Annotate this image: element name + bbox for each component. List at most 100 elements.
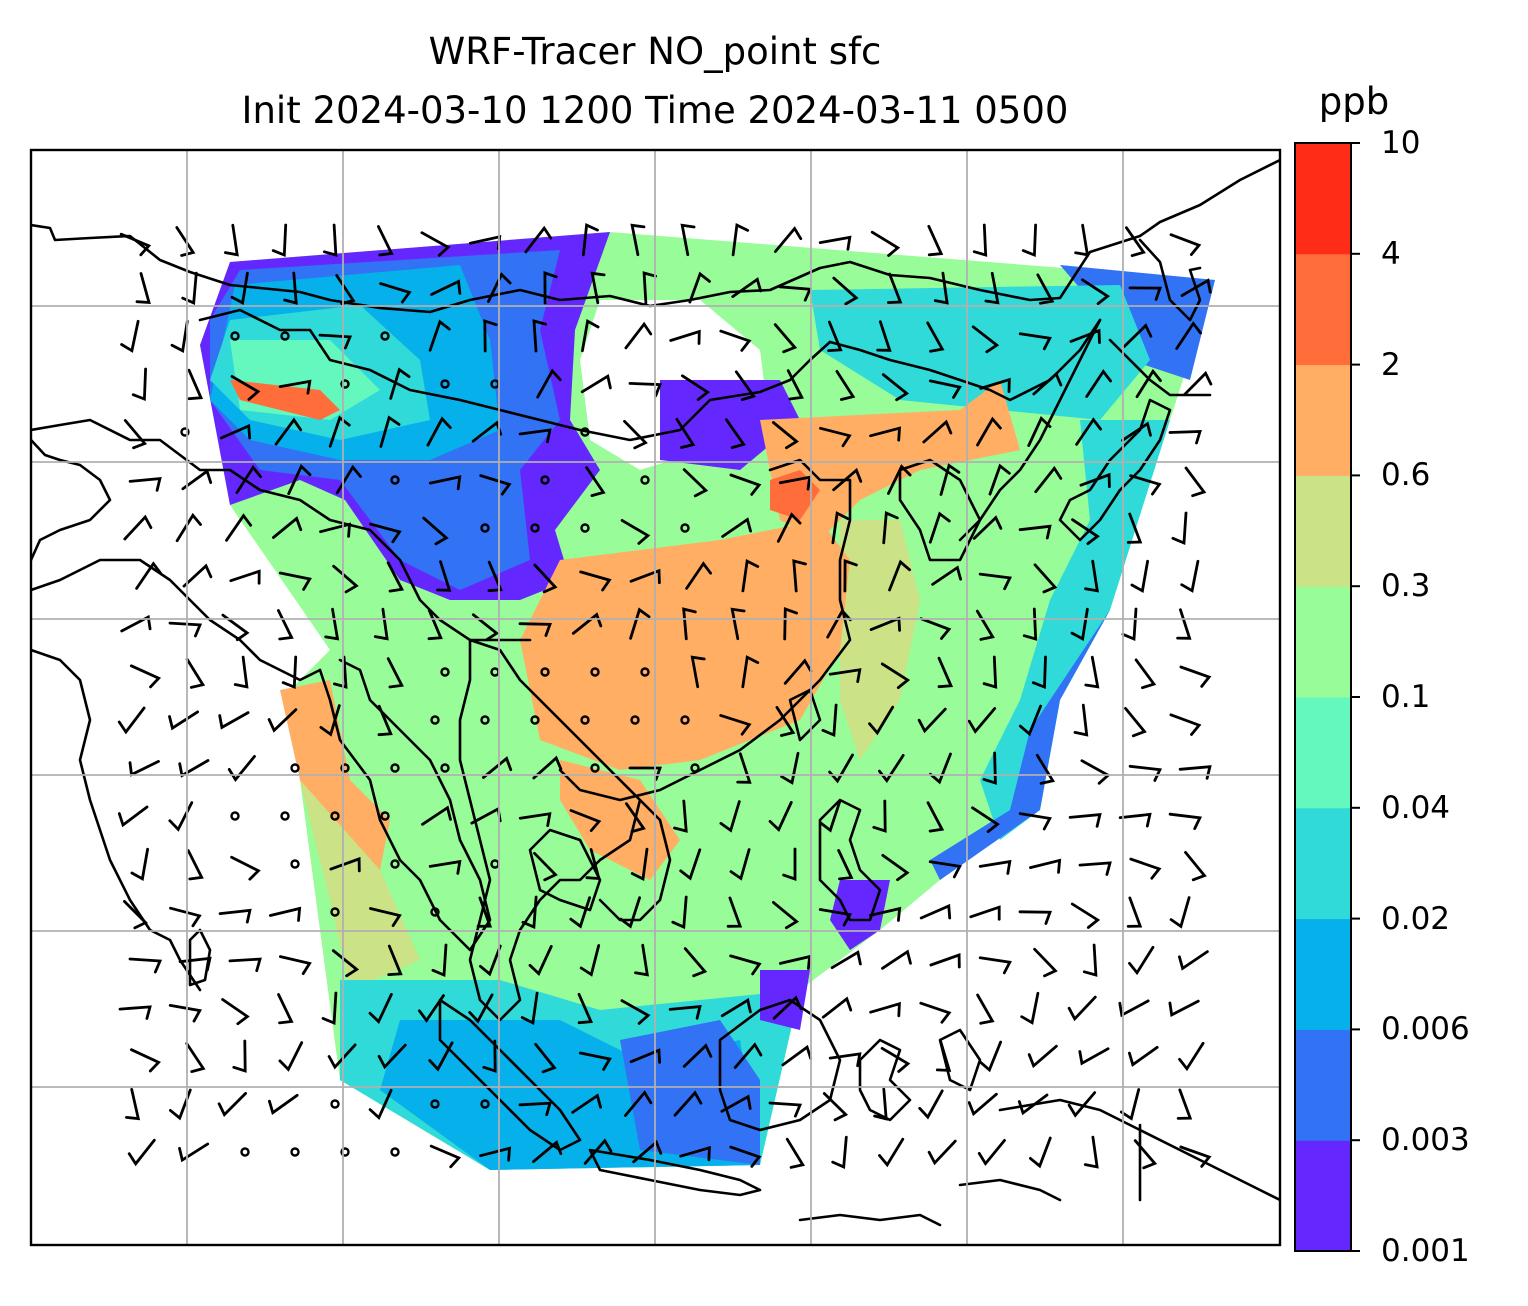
coast-molucca [938, 1028, 982, 1092]
calm-wind-marker [640, 475, 650, 485]
wind-barb [729, 848, 751, 881]
wind-barb [669, 329, 701, 345]
calm-wind-marker [280, 811, 290, 821]
wind-barb [741, 655, 760, 689]
coast-india-south [31, 648, 202, 992]
wind-barb [532, 319, 547, 353]
wind-barb [978, 956, 1012, 975]
coast-taiwan [788, 688, 822, 742]
coast-sulawesi [858, 1038, 912, 1122]
wind-barb [580, 373, 612, 394]
colorbar-segment-8 [1295, 364, 1351, 476]
wind-barb [1033, 563, 1058, 594]
wind-barb [887, 464, 912, 495]
border-central-asia [31, 418, 532, 642]
wind-barb [683, 947, 708, 978]
wind-barb [1081, 278, 1111, 305]
wind-barb [1135, 368, 1162, 399]
wind-barb [969, 905, 1001, 921]
wind-barb [1168, 999, 1200, 1018]
wind-barb [774, 226, 803, 253]
calm-wind-marker [340, 379, 350, 389]
coast-china-east [558, 458, 852, 802]
calm-wind-marker [230, 331, 240, 341]
wind-barb [729, 1145, 762, 1168]
wind-barb [1036, 273, 1055, 305]
wind-barb [125, 1088, 141, 1121]
wind-barb [119, 232, 152, 257]
coast-new-guinea [998, 1098, 1280, 1202]
wind-barb [1029, 1136, 1052, 1169]
wind-barb [267, 708, 298, 733]
wind-barb [935, 1040, 952, 1072]
wind-barb [1176, 608, 1192, 640]
wind-barb [719, 714, 752, 736]
wind-barb [1168, 812, 1203, 830]
wind-barb [532, 755, 563, 780]
wind-barb [471, 613, 500, 642]
calm-wind-marker [580, 715, 590, 725]
wind-barb [775, 706, 796, 737]
wind-barb [1075, 417, 1102, 446]
calm-wind-marker [430, 1099, 440, 1109]
coast-russia-north [31, 158, 1280, 314]
wind-barb [1128, 764, 1163, 782]
wind-barb [918, 1089, 944, 1120]
coast-india [318, 658, 492, 952]
wind-barb [528, 945, 553, 976]
wind-barb [682, 607, 697, 641]
wind-barb [422, 516, 449, 546]
wind-barb [679, 848, 702, 881]
wind-barb [117, 805, 149, 828]
wind-barb [818, 908, 852, 927]
wind-barb [577, 992, 594, 1025]
wind-barb [278, 1041, 304, 1072]
wind-barb [430, 279, 462, 296]
wind-barb [843, 559, 858, 593]
wind-barb [1079, 472, 1111, 489]
wind-barb [927, 1139, 957, 1166]
calm-wind-marker [680, 523, 690, 533]
wind-barb [581, 319, 600, 353]
wind-barb [869, 426, 902, 442]
wind-barb [929, 953, 961, 969]
wind-barb [1034, 465, 1063, 494]
wind-barb [783, 607, 798, 641]
wind-barb [773, 323, 798, 354]
wind-barb [919, 903, 952, 920]
wind-barb [1031, 655, 1047, 690]
wind-barb [1129, 857, 1162, 880]
wind-barb [881, 853, 910, 882]
field-violet-southeast [760, 970, 810, 1030]
wind-barb [482, 756, 513, 779]
colorbar-tick-label: 0.02 [1381, 900, 1451, 937]
field-violet-philippines [830, 880, 890, 950]
wind-barb [178, 759, 210, 778]
wind-barb [783, 658, 813, 685]
wind-barb [428, 1041, 454, 1072]
wind-barb [590, 271, 606, 305]
calm-wind-marker [530, 523, 540, 533]
wind-barb [1067, 1091, 1097, 1118]
wind-barb [828, 668, 862, 683]
wind-barb [333, 655, 348, 689]
chart-title-line2: Init 2024-03-10 1200 Time 2024-03-11 050… [241, 89, 1069, 132]
wind-barb [1078, 1047, 1110, 1066]
wind-barb [675, 418, 696, 449]
wind-barb [579, 570, 612, 592]
wind-barb [277, 993, 294, 1025]
wind-barb [128, 957, 163, 974]
wind-barb [272, 516, 303, 539]
calm-wind-marker [280, 331, 290, 341]
wind-barb [922, 419, 953, 444]
wind-barb [187, 368, 204, 401]
wind-barb [679, 1145, 711, 1162]
wind-barb [578, 1051, 612, 1071]
wind-barb [321, 991, 338, 1026]
wind-barb [1018, 704, 1042, 737]
wind-barb [1027, 1044, 1058, 1069]
calm-wind-marker [440, 379, 450, 389]
wind-barb [671, 895, 688, 930]
wind-barb [688, 271, 711, 304]
wind-barb [277, 609, 294, 641]
